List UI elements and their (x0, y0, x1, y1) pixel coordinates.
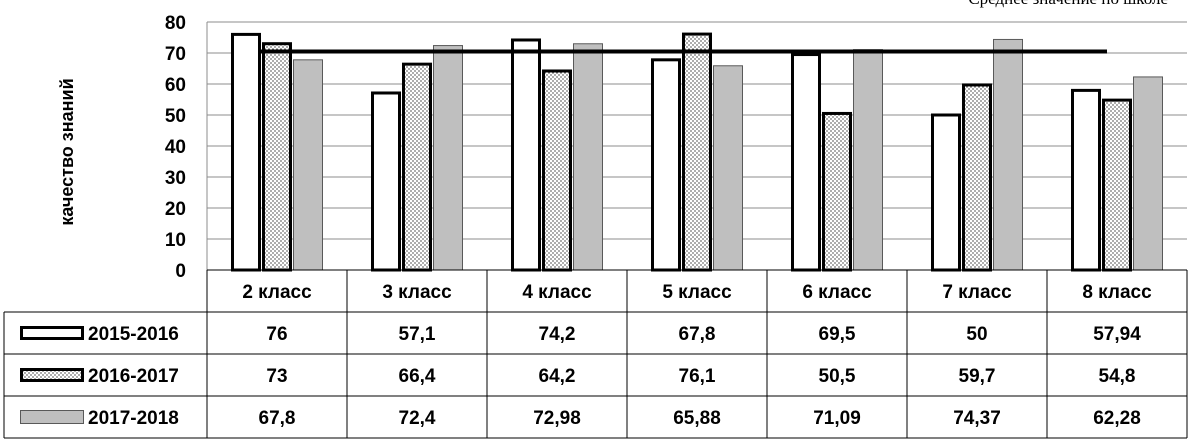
bar (684, 34, 711, 270)
bar (404, 64, 431, 270)
bar (1073, 90, 1100, 270)
data-value: 57,94 (1093, 324, 1141, 345)
bar (964, 85, 991, 270)
bar (824, 113, 851, 270)
bar (854, 50, 883, 270)
category-label: 5 класс (662, 282, 732, 303)
data-value: 54,8 (1099, 366, 1136, 387)
data-value: 71,09 (813, 408, 861, 429)
category-label: 2 класс (242, 282, 312, 303)
y-tick-label: 60 (165, 75, 186, 96)
data-value: 65,88 (673, 408, 721, 429)
data-value: 50 (966, 324, 987, 345)
data-value: 69,5 (819, 324, 856, 345)
data-value: 76,1 (679, 366, 716, 387)
category-label: 6 класс (802, 282, 872, 303)
y-tick-label: 50 (165, 106, 186, 127)
bar (793, 55, 820, 270)
data-value: 74,37 (953, 408, 1001, 429)
data-value: 76 (266, 324, 287, 345)
category-label: 8 класс (1082, 282, 1152, 303)
bar (1104, 100, 1131, 270)
bars (233, 34, 1163, 270)
legend-key (22, 328, 83, 339)
category-label: 4 класс (522, 282, 592, 303)
bar (994, 39, 1023, 270)
data-value: 66,4 (399, 366, 436, 387)
bar (373, 93, 400, 270)
data-value: 74,2 (539, 324, 576, 345)
category-label: 3 класс (382, 282, 452, 303)
y-tick-label: 30 (165, 168, 186, 189)
reference-line-label: Среднее значение по школе (968, 0, 1168, 8)
y-tick-label: 0 (175, 261, 186, 282)
bar (544, 71, 571, 270)
data-value: 67,8 (259, 408, 296, 429)
bar (264, 44, 291, 270)
data-table: 2 класс 3 класс 4 класс 5 класс 6 класс 7 кла… (4, 270, 1187, 438)
bar (714, 66, 743, 270)
data-value: 67,8 (679, 324, 716, 345)
data-value: 57,1 (399, 324, 436, 345)
y-tick-label: 70 (165, 44, 186, 65)
legend-label: 2016-2017 (88, 366, 179, 387)
legend-key (22, 370, 83, 381)
bar (233, 34, 260, 270)
bar (513, 40, 540, 270)
bar (294, 60, 323, 270)
bar (434, 46, 463, 270)
legend-key (21, 411, 84, 424)
data-value: 73 (266, 366, 287, 387)
bar (1134, 77, 1163, 270)
bar (653, 60, 680, 270)
bar (933, 115, 960, 270)
bar (574, 44, 603, 270)
y-tick-label: 40 (165, 137, 186, 158)
y-tick-label: 20 (165, 199, 186, 220)
data-value: 72,4 (399, 408, 436, 429)
data-value: 50,5 (819, 366, 856, 387)
legend-label: 2015-2016 (88, 324, 179, 345)
y-tick-label: 10 (165, 230, 186, 251)
data-value: 59,7 (959, 366, 996, 387)
category-label: 7 класс (942, 282, 1012, 303)
data-value: 72,98 (533, 408, 581, 429)
legend-label: 2017-2018 (88, 408, 179, 429)
data-value: 64,2 (539, 366, 576, 387)
data-value: 62,28 (1093, 408, 1141, 429)
y-axis-label: качество знаний (57, 78, 77, 225)
y-tick-label: 80 (165, 13, 186, 34)
